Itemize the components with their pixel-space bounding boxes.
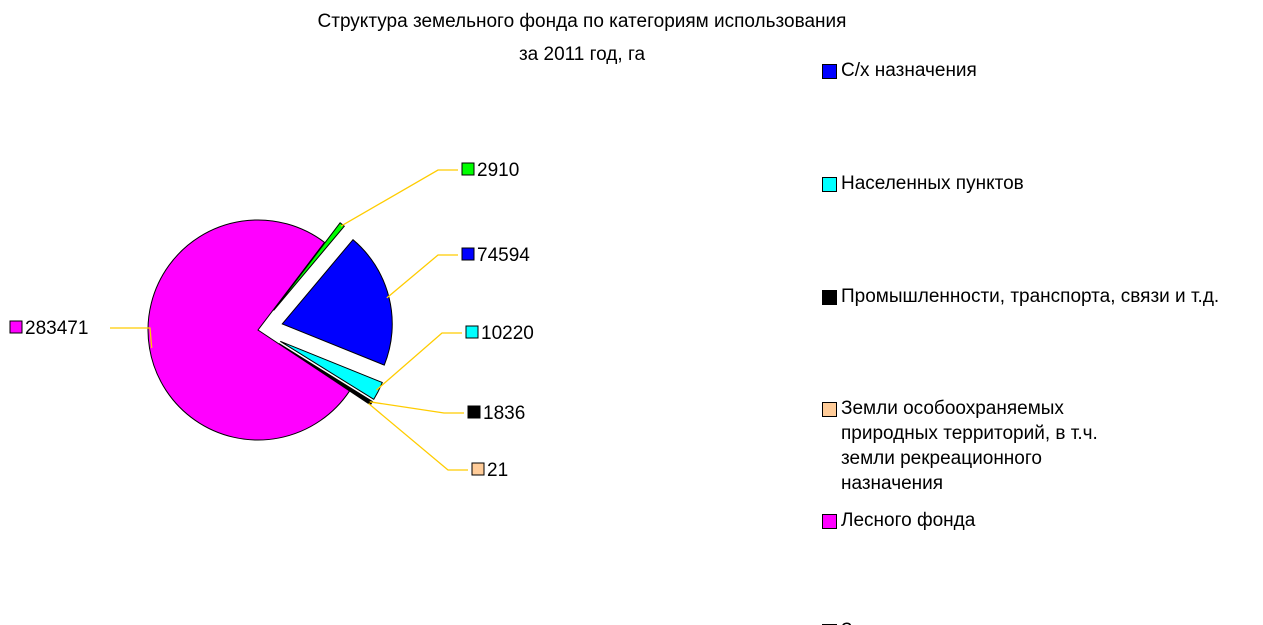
data-label-swatch [471, 462, 485, 476]
data-label: 10220 [481, 323, 534, 344]
legend-swatch [822, 514, 837, 529]
data-label: 283471 [25, 318, 88, 339]
data-label: 2910 [477, 160, 519, 181]
chart-title: Структура земельного фонда по категориям… [318, 11, 847, 32]
legend-swatch [822, 290, 837, 305]
leader-line [110, 327, 153, 349]
legend-item: Земли запаса [822, 618, 1222, 625]
leader-line [375, 332, 462, 391]
pie-slice [281, 238, 393, 366]
legend-swatch [822, 177, 837, 192]
legend-label: Населенных пунктов [841, 173, 1024, 194]
data-label-swatch [467, 405, 481, 419]
leader-line [369, 401, 464, 414]
chart-title: за 2011 год, га [519, 44, 646, 65]
data-label-swatch [461, 247, 475, 261]
data-label: 21 [487, 460, 508, 481]
data-label-swatch [465, 325, 479, 339]
data-label-swatch [461, 162, 475, 176]
legend-label: Земли запаса [841, 618, 963, 625]
legend-swatch [822, 402, 837, 417]
pie-slice [147, 219, 351, 441]
legend-item: Промышленности, транспорта, связи и т.д. [822, 284, 1242, 309]
data-label: 1836 [483, 403, 525, 424]
leader-line [368, 403, 468, 471]
legend-item: Земли особоохраняемых природных территор… [822, 396, 1132, 496]
leader-line [340, 169, 458, 227]
legend-label: Лесного фонда [841, 510, 976, 531]
legend-item: Населенных пунктов [822, 171, 1222, 196]
leader-line [386, 254, 458, 299]
pie-slice [280, 340, 383, 401]
legend-swatch [822, 64, 837, 79]
legend-item: С/х назначения [822, 58, 1222, 83]
legend-label: Земли особоохраняемых природных территор… [841, 398, 1098, 494]
legend-label: С/х назначения [841, 60, 977, 81]
legend-item: Лесного фонда [822, 508, 1222, 533]
pie-slice [273, 222, 346, 311]
data-label-swatch [9, 320, 23, 334]
legend-label: Промышленности, транспорта, связи и т.д. [841, 286, 1220, 307]
data-label: 74594 [477, 245, 530, 266]
